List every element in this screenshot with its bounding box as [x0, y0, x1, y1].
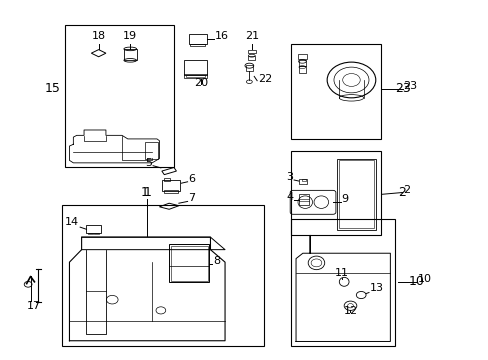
Text: 9: 9	[341, 194, 348, 204]
Text: 8: 8	[212, 256, 220, 266]
Text: 12: 12	[343, 306, 357, 316]
Text: 13: 13	[369, 283, 383, 293]
Bar	[290, 152, 380, 235]
Bar	[245, 65, 252, 71]
Bar	[183, 74, 206, 78]
Text: 7: 7	[188, 193, 195, 203]
Bar	[164, 190, 178, 193]
Bar	[298, 60, 305, 66]
Text: 10: 10	[417, 274, 431, 284]
Text: 4: 4	[285, 192, 292, 202]
Bar	[301, 179, 305, 181]
Bar	[169, 244, 208, 282]
Text: 19: 19	[123, 31, 137, 41]
Bar	[298, 194, 308, 205]
Text: 6: 6	[188, 174, 195, 184]
Bar	[94, 233, 99, 234]
Text: 22: 22	[258, 74, 272, 84]
Text: 1: 1	[141, 186, 148, 199]
Bar	[123, 49, 136, 60]
Bar	[162, 180, 180, 191]
Bar	[86, 225, 101, 233]
Bar	[144, 143, 158, 158]
Bar	[164, 178, 170, 181]
Bar	[190, 44, 204, 46]
Bar	[247, 50, 255, 53]
Bar	[170, 246, 207, 281]
Text: 20: 20	[193, 78, 207, 89]
Text: 14: 14	[65, 217, 79, 227]
Bar	[338, 160, 373, 228]
Bar	[183, 60, 206, 75]
Text: 10: 10	[408, 275, 424, 288]
Text: 23: 23	[394, 82, 409, 95]
Bar	[64, 24, 174, 167]
Text: 2: 2	[403, 185, 410, 194]
Bar	[62, 205, 264, 346]
Text: 23: 23	[403, 81, 417, 91]
Text: 16: 16	[215, 31, 229, 41]
Bar	[248, 56, 255, 60]
Bar	[188, 33, 206, 44]
Bar	[186, 75, 204, 77]
Bar	[290, 44, 380, 139]
Text: 21: 21	[244, 31, 258, 41]
Text: 17: 17	[26, 301, 41, 311]
Bar	[336, 158, 375, 230]
Text: 3: 3	[285, 172, 292, 182]
Bar	[298, 179, 306, 184]
Bar	[298, 66, 305, 73]
Text: 15: 15	[44, 82, 60, 95]
Bar	[290, 219, 394, 346]
Text: 5: 5	[145, 158, 152, 168]
Bar	[88, 233, 93, 234]
Text: 11: 11	[334, 268, 348, 278]
Text: 2: 2	[398, 186, 406, 199]
Bar	[297, 54, 306, 59]
Text: 1: 1	[143, 186, 151, 199]
Text: 18: 18	[91, 31, 105, 41]
